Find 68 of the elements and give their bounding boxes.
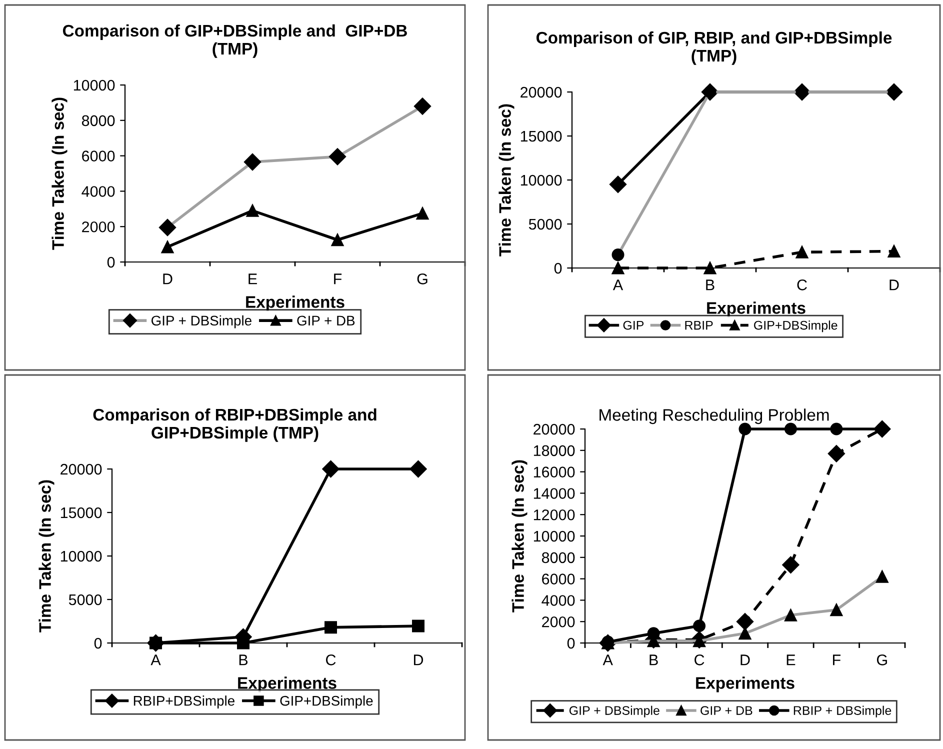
x-tick-label: B	[706, 280, 714, 290]
legend-label: RBIP	[685, 320, 713, 330]
y-tick-label: 15000	[60, 507, 102, 518]
y-tick-label: 10000	[60, 550, 102, 562]
y-tick-label: 18000	[534, 445, 575, 456]
x-tick-label: E	[786, 654, 796, 666]
y-tick-label: 10000	[520, 174, 562, 186]
legend-label: GIP + DBSimple	[152, 315, 252, 328]
y-tick-label: 20000	[534, 424, 575, 435]
chart-title: Meeting Rescheduling Problem	[600, 408, 829, 424]
x-tick-label: D	[740, 654, 750, 666]
x-axis-title: Experiments	[696, 676, 794, 692]
y-tick-label: 0	[567, 638, 575, 649]
chart-title: Comparison of RBIP+DBSimple and GIP+DBSimple (TMP)	[93, 408, 376, 442]
y-axis-title: Time Taken (In sec)	[52, 98, 68, 250]
y-axis-title: Time Taken (In sec)	[38, 480, 54, 632]
y-tick-label: 15000	[520, 130, 562, 142]
x-tick-label: A	[150, 654, 161, 666]
legend-label: GIP+DBSimple	[754, 320, 838, 332]
x-tick-label: F	[334, 274, 342, 284]
x-tick-label: G	[417, 274, 428, 284]
y-tick-label: 6000	[542, 574, 575, 584]
x-tick-label: A	[612, 280, 624, 290]
x-tick-label: D	[163, 274, 172, 284]
x-tick-label: C	[326, 654, 336, 666]
x-tick-label: D	[890, 280, 899, 290]
x-tick-label: C	[797, 280, 807, 290]
y-tick-label: 0	[554, 262, 562, 274]
x-tick-label: C	[694, 654, 704, 666]
legend-label: RBIP+DBSimple	[134, 696, 234, 708]
y-tick-label: 20000	[60, 464, 102, 475]
x-axis-title: Experiments	[238, 676, 336, 692]
y-tick-label: 5000	[68, 594, 102, 606]
x-tick-label: B	[239, 654, 248, 666]
y-axis-title: Time Taken (In sec)	[498, 104, 514, 256]
chart-title: Comparison of GIP+DBSimple and GIP+DB (TMP)	[62, 24, 407, 58]
legend-label: GIP + DB	[700, 706, 752, 715]
x-tick-label: D	[414, 654, 424, 666]
legend-label: RBIP + DBSimple	[794, 706, 892, 718]
y-tick-label: 0	[107, 256, 115, 268]
y-tick-label: 0	[94, 638, 102, 649]
y-tick-label: 4000	[82, 186, 115, 197]
legend-label: GIP + DB	[297, 316, 355, 326]
y-tick-label: 8000	[542, 552, 575, 564]
x-tick-label: G	[876, 654, 887, 666]
legend-label: GIP + DBSimple	[569, 706, 660, 718]
x-axis-title: Experiments	[707, 302, 806, 318]
y-tick-label: 10000	[534, 530, 575, 542]
x-axis-title: Experiments	[246, 296, 344, 312]
x-tick-label: B	[650, 654, 658, 666]
y-tick-label: 10000	[74, 80, 115, 91]
y-axis-title: Time Taken (In sec)	[512, 460, 528, 612]
legend-label: GIP+DBSimple	[280, 696, 373, 708]
y-tick-label: 4000	[542, 595, 575, 606]
y-tick-label: 16000	[534, 466, 575, 478]
x-tick-label: F	[833, 654, 840, 666]
x-tick-label: E	[248, 274, 257, 284]
legend-label: GIP	[623, 320, 644, 330]
y-tick-label: 12000	[534, 509, 575, 520]
y-tick-label: 6000	[82, 150, 115, 162]
y-tick-label: 14000	[534, 488, 575, 499]
chart-title: Comparison of GIP, RBIP, and GIP+DBSimple (TMP)	[536, 31, 892, 65]
x-tick-label: A	[602, 654, 613, 666]
y-tick-label: 5000	[528, 218, 562, 230]
y-tick-label: 2000	[82, 221, 115, 232]
y-tick-label: 2000	[542, 616, 575, 628]
y-tick-label: 20000	[520, 86, 562, 98]
y-tick-label: 8000	[82, 115, 115, 126]
